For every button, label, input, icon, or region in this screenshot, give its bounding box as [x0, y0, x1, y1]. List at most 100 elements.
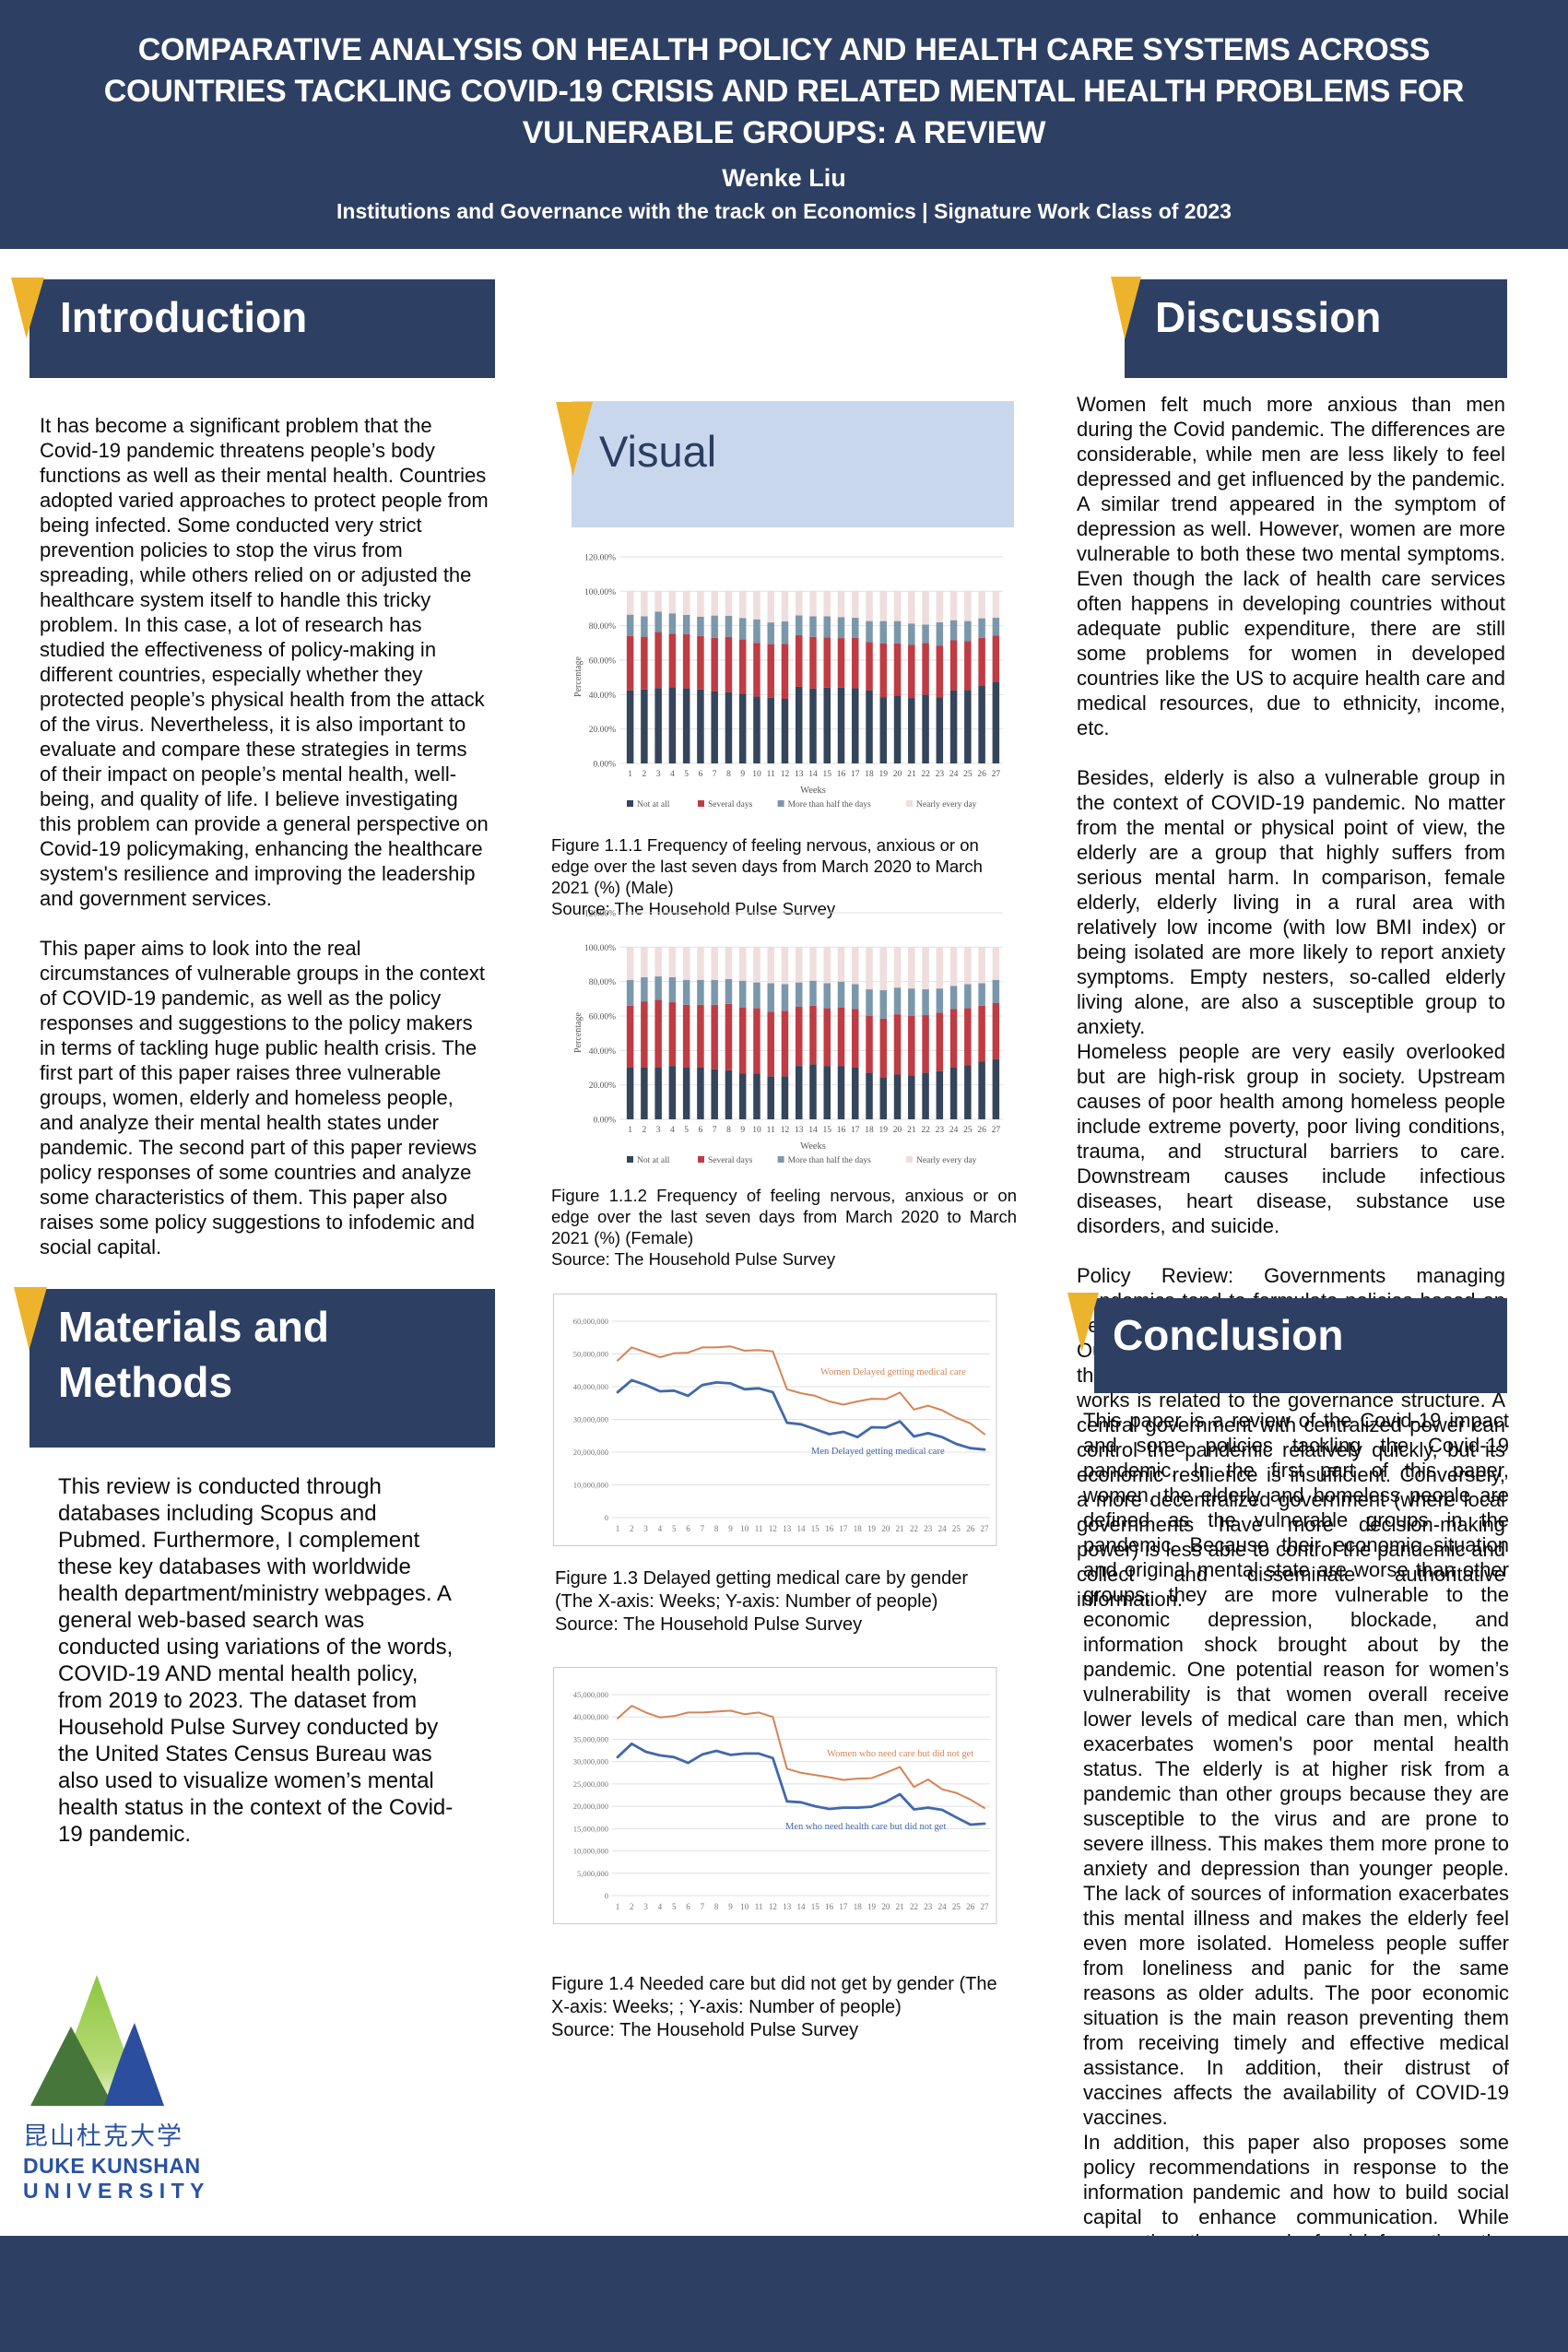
introduction-text: It has become a significant problem that… [40, 413, 489, 1284]
bar-segment [767, 622, 774, 644]
bar-segment [978, 685, 985, 763]
caption-fig-1-1-1-source: Source: The Household Pulse Survey [551, 899, 836, 918]
bar-segment [992, 635, 1000, 682]
x-tick-label: 6 [686, 1902, 690, 1911]
bar-segment [893, 1014, 902, 1075]
y-tick-label: 30,000,000 [573, 1757, 608, 1767]
bar-segment [809, 591, 817, 617]
y-tick-label: 20,000,000 [573, 1448, 608, 1457]
bar-segment [866, 989, 873, 1016]
x-tick-label: 9 [728, 1902, 733, 1911]
bar-segment [992, 1002, 1000, 1059]
introduction-paragraph-2: This paper aims to look into the real ci… [40, 937, 486, 1259]
bar-segment [711, 691, 718, 763]
bar-segment [866, 621, 873, 643]
x-tick-label: 1 [616, 1524, 620, 1533]
bar-segment [725, 691, 733, 763]
x-tick-label: 8 [726, 1126, 731, 1135]
bar-segment [809, 980, 817, 1006]
bar-segment [725, 1003, 733, 1070]
bar-segment [866, 1015, 873, 1073]
bar-segment [893, 643, 902, 696]
poster-title: COMPARATIVE ANALYSIS ON HEALTH POLICY AN… [0, 0, 1568, 154]
bar-segment [809, 688, 817, 763]
caption-fig-1-3-text: Figure 1.3 Delayed getting medical care … [555, 1568, 969, 1612]
bar-segment [809, 947, 817, 981]
bar-segment [738, 618, 747, 640]
x-tick-label: 16 [825, 1902, 834, 1911]
bar-segment [641, 1067, 648, 1119]
x-tick-label: 12 [781, 770, 790, 779]
bar-segment [936, 645, 944, 698]
y-tick-label: 0.00% [593, 761, 616, 770]
y-tick-label: 10,000,000 [573, 1847, 608, 1856]
x-tick-label: 26 [977, 770, 986, 779]
x-tick-label: 3 [656, 770, 661, 779]
bar-segment [922, 947, 929, 990]
bar-segment [893, 695, 902, 763]
x-tick-label: 20 [881, 1902, 890, 1911]
bar-segment [697, 616, 704, 636]
y-tick-label: 60.00% [589, 656, 616, 666]
bar-segment [654, 1067, 662, 1119]
chart-fig-1-3: 0 10,000,000 20,000,000 30,000,000 40,000,00… [553, 1294, 997, 1546]
x-tick-label: 5 [672, 1524, 677, 1533]
bar-segment [949, 986, 958, 1010]
bar-segment [738, 980, 747, 1008]
bar-segment [668, 976, 677, 1003]
bar-segment [823, 637, 831, 688]
bar-segment [978, 1061, 985, 1119]
bar-segment [682, 614, 690, 634]
x-tick-label: 13 [783, 1524, 792, 1533]
x-tick-label: 23 [924, 1524, 933, 1533]
bar-segment [725, 1070, 733, 1119]
bar-segment [964, 690, 972, 763]
bar-segment [654, 688, 662, 763]
title-line-1: COMPARATIVE ANALYSIS ON HEALTH POLICY AN… [137, 32, 1431, 67]
bar-segment [738, 1007, 747, 1074]
bar-segment [767, 644, 774, 698]
bar-segment [866, 690, 873, 763]
bar-segment [795, 634, 803, 687]
bar-segment [936, 1012, 944, 1071]
bar-segment [697, 1004, 704, 1068]
x-axis-title: Weeks [800, 1141, 826, 1152]
discussion-paragraph-2: Besides, elderly is also a vulnerable gr… [1077, 766, 1505, 1038]
bar-segment [626, 635, 634, 691]
bar-segment [641, 636, 648, 690]
bar-segment [795, 947, 803, 983]
x-tick-label: 2 [630, 1524, 634, 1533]
bar-segment [781, 1011, 789, 1077]
data-line [617, 1345, 985, 1436]
y-tick-label: 60,000,000 [573, 1317, 608, 1326]
dku-logo-mountain-icon [30, 1975, 164, 2106]
bar-segment [626, 1005, 634, 1068]
bar-segment [992, 947, 1000, 980]
bar-segment [753, 1073, 760, 1119]
x-tick-label: 7 [701, 1524, 705, 1533]
y-tick-label: 120.00% [584, 909, 616, 918]
bar-segment [823, 687, 831, 763]
bar-segment [809, 616, 817, 637]
y-tick-label: 40,000,000 [573, 1712, 608, 1721]
bar-segment [668, 633, 677, 688]
bar-segment [852, 947, 859, 985]
y-axis-title: Percentage [573, 1012, 584, 1053]
x-tick-label: 2 [643, 770, 647, 779]
bar-segment [922, 643, 929, 695]
bar-segment [936, 988, 944, 1013]
bar-segment [992, 979, 1000, 1003]
bar-segment [922, 1072, 929, 1119]
x-tick-label: 8 [714, 1524, 719, 1533]
x-tick-label: 5 [672, 1902, 677, 1911]
title-line-3: VULNERABLE GROUPS: A REVIEW [522, 115, 1046, 150]
y-tick-label: 80.00% [589, 622, 616, 632]
dku-logo-english-2: UNIVERSITY [23, 2179, 211, 2203]
dku-logo-chinese: 昆山杜克大学 [23, 2122, 183, 2150]
y-tick-label: 10,000,000 [573, 1481, 608, 1490]
bar-segment [964, 641, 972, 691]
bar-segment [682, 1004, 690, 1068]
bar-segment [964, 984, 972, 1009]
bar-segment [837, 687, 845, 763]
x-tick-label: 27 [981, 1902, 990, 1911]
